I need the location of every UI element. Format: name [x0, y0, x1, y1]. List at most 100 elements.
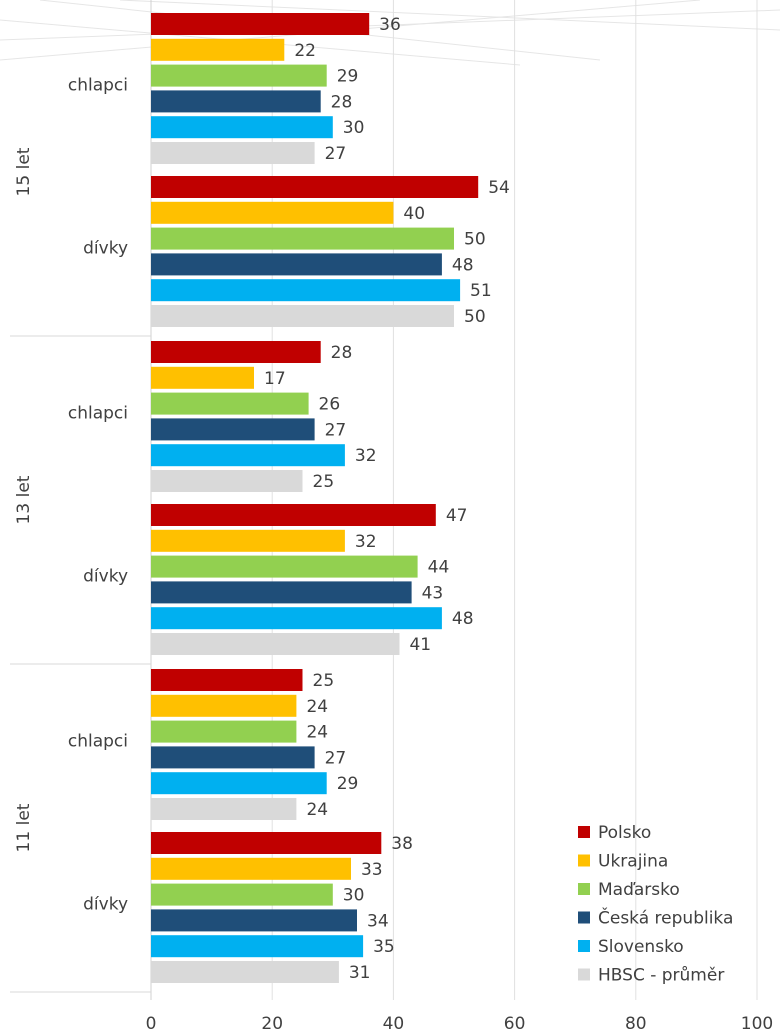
bar: [151, 607, 442, 630]
category-label: chlapci: [68, 75, 128, 95]
legend-swatch: [578, 826, 590, 838]
bar-value-label: 44: [428, 558, 450, 578]
legend-label: Maďarsko: [598, 880, 680, 900]
x-tick-label: 0: [146, 1014, 157, 1034]
bar: [151, 142, 315, 164]
bar-value-label: 24: [306, 800, 328, 820]
bar-value-label: 38: [391, 834, 413, 854]
legend: Polsko Ukrajina Maďarsko Česká republika Slo…: [578, 823, 733, 986]
bar: [151, 720, 297, 743]
bar: [151, 470, 303, 492]
bar-value-label: 30: [343, 886, 365, 906]
legend-swatch: [578, 940, 590, 952]
x-tick-label: 80: [625, 1014, 647, 1034]
bar: [151, 555, 418, 578]
bar-value-label: 24: [306, 723, 328, 743]
bar-value-label: 24: [306, 697, 328, 717]
bar-value-label: 41: [409, 635, 431, 655]
bar-value-label: 50: [464, 230, 486, 250]
bar: [151, 857, 351, 880]
bar-value-label: 36: [379, 15, 401, 35]
bar: [151, 746, 315, 769]
bar: [151, 798, 297, 820]
bar: [151, 90, 321, 113]
bar: [151, 341, 321, 363]
gridlines: [150, 0, 758, 1000]
category-labels: chlapci dívky chlapci dívky chlapci dívky: [68, 75, 128, 914]
bar: [151, 418, 315, 441]
group-label: 11 let: [14, 803, 34, 852]
bar-value-label: 27: [325, 144, 347, 164]
bar: [151, 366, 254, 389]
bar: [151, 832, 382, 854]
bar-value-label: 43: [422, 583, 444, 603]
bar-value-label: 30: [343, 118, 365, 138]
bar-value-label: 25: [313, 472, 335, 492]
bar: [151, 392, 309, 415]
bar: [151, 529, 345, 552]
background-line: [119, 0, 780, 31]
bar: [151, 13, 370, 35]
bar-value-label: 51: [470, 281, 492, 301]
bar-value-label: 34: [367, 911, 389, 931]
group-labels: 15 let 13 let 11 let: [14, 147, 34, 852]
legend-label: Polsko: [598, 823, 651, 843]
bar-value-label: 50: [464, 307, 486, 327]
bar: [151, 909, 357, 932]
x-tick-label: 40: [383, 1014, 405, 1034]
bar-value-label: 26: [319, 395, 341, 415]
bar-value-label: 33: [361, 860, 383, 880]
bar-value-label: 29: [337, 774, 359, 794]
legend-label: Slovensko: [598, 937, 684, 957]
bar: [151, 176, 479, 198]
bar: [151, 883, 333, 906]
bar: [151, 504, 436, 526]
legend-label: HBSC - průměr: [598, 966, 724, 986]
legend-swatch: [578, 911, 590, 924]
bar: [151, 935, 364, 958]
bar: [151, 669, 303, 691]
data-labels: 36 22 29 28 30 27 54 40 50 48 51 50 28 17 26 27 32 25 47 32…: [264, 15, 510, 983]
bar: [151, 64, 327, 87]
bar-value-label: 54: [488, 178, 510, 198]
legend-swatch: [578, 883, 590, 895]
category-label: chlapci: [68, 731, 128, 751]
bar-value-label: 28: [331, 343, 353, 363]
bar-value-label: 48: [452, 609, 474, 629]
bar: [151, 633, 400, 655]
x-tick-label: 100: [741, 1014, 773, 1034]
bar: [151, 305, 454, 327]
bars: [151, 13, 479, 983]
bar-value-label: 40: [403, 204, 425, 224]
bar: [151, 961, 339, 983]
bar-value-label: 28: [331, 92, 353, 112]
bar-value-label: 32: [355, 532, 377, 552]
bar-value-label: 27: [325, 748, 347, 768]
legend-label: Česká republika: [598, 907, 733, 929]
legend-swatch: [578, 968, 590, 981]
bar: [151, 38, 285, 61]
legend-label: Ukrajina: [598, 852, 668, 872]
group-label: 13 let: [14, 475, 34, 524]
category-label: dívky: [83, 894, 128, 914]
bar-value-label: 17: [264, 369, 286, 389]
bar: [151, 201, 394, 224]
group-label: 15 let: [14, 147, 34, 196]
category-label: chlapci: [68, 403, 128, 423]
bar: [151, 253, 442, 276]
bar-value-label: 31: [349, 963, 371, 983]
background-line: [0, 9, 780, 41]
bar-value-label: 47: [446, 506, 468, 526]
bar: [151, 279, 461, 302]
x-tick-label: 60: [504, 1014, 526, 1034]
legend-swatch: [578, 854, 590, 867]
x-axis-ticks: 0 20 40 60 80 100: [146, 1014, 774, 1034]
category-label: dívky: [83, 566, 128, 586]
bar-value-label: 25: [313, 671, 335, 691]
bar-value-label: 35: [373, 937, 395, 957]
group-dividers: [10, 335, 151, 993]
bar-value-label: 48: [452, 255, 474, 275]
bar-value-label: 32: [355, 446, 377, 466]
bar: [151, 581, 412, 604]
